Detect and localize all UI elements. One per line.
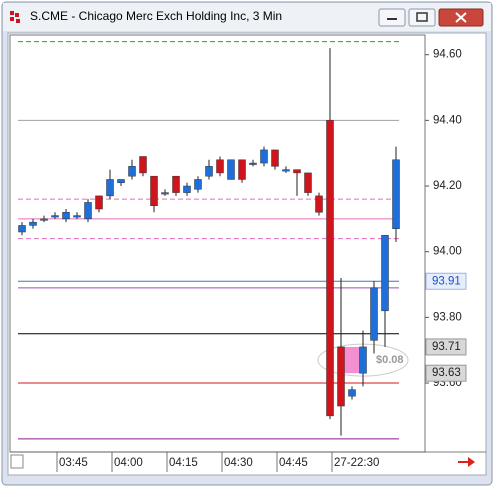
minimize-icon	[387, 18, 397, 20]
maximize-icon	[416, 12, 428, 22]
candle-body	[161, 192, 169, 195]
candle-body	[18, 225, 26, 233]
candle-body	[194, 179, 202, 190]
candle-body	[29, 221, 37, 226]
y-tick-label: 94.40	[433, 114, 462, 126]
plot: 93.6093.8094.0094.2094.4094.60$0.0803:45…	[18, 41, 467, 472]
app-icon	[10, 11, 20, 23]
y-tick-label: 94.20	[433, 180, 462, 192]
candle-body	[315, 195, 323, 213]
candle-body	[238, 159, 246, 180]
candle-body	[249, 162, 257, 165]
y-tick-label: 93.80	[433, 311, 462, 323]
candle-body	[392, 159, 400, 229]
price-label: 93.91	[432, 275, 461, 287]
candle-body	[293, 169, 301, 174]
maximize-button[interactable]	[408, 8, 436, 27]
candle-body	[73, 215, 81, 218]
window-title: S.CME - Chicago Merc Exch Holding Inc, 3…	[30, 9, 282, 23]
candle-body	[106, 179, 114, 197]
candle-body	[205, 166, 213, 177]
candle-body	[95, 195, 103, 210]
candle-body	[128, 166, 136, 177]
price-label-box	[425, 338, 467, 356]
candle-body	[150, 175, 158, 206]
x-tick-label: 04:30	[224, 457, 253, 469]
price-label: 93.63	[432, 367, 461, 379]
y-tick-label: 94.60	[433, 49, 462, 61]
price-label-box	[425, 272, 467, 290]
x-tick-label: 03:45	[59, 457, 88, 469]
price-label: 93.71	[432, 341, 461, 353]
candle-body	[304, 172, 312, 193]
candle-body	[337, 346, 345, 407]
y-tick-label: 94.00	[433, 246, 462, 258]
candle-body	[326, 120, 334, 417]
candle-body	[84, 202, 92, 220]
price-label-box	[425, 364, 467, 382]
candle-body	[271, 149, 279, 167]
measure-label: $0.08	[376, 354, 404, 366]
candle-body	[117, 179, 125, 184]
scroll-arrow[interactable]	[458, 457, 475, 467]
x-tick-label: 27-22:30	[334, 457, 379, 469]
x-tick-label: 04:00	[114, 457, 143, 469]
scroll-box[interactable]	[10, 454, 24, 469]
candle-body	[51, 215, 59, 218]
candle-body	[381, 235, 389, 312]
candle-body	[62, 212, 70, 220]
x-tick-label: 04:45	[279, 457, 308, 469]
candle-body	[260, 149, 268, 164]
candle-body	[348, 389, 356, 397]
close-icon	[455, 12, 467, 23]
candle-body	[282, 169, 290, 172]
candle-body	[183, 185, 191, 193]
candle-body	[139, 156, 147, 174]
plot-area	[9, 34, 426, 453]
candle-body	[172, 175, 180, 193]
candle-body	[227, 159, 235, 180]
candle-body	[370, 287, 378, 341]
candle-body	[40, 218, 48, 221]
minimize-button[interactable]	[378, 8, 406, 27]
candle-body	[216, 159, 224, 174]
x-tick-label: 04:15	[169, 457, 198, 469]
candle-body	[359, 346, 367, 374]
